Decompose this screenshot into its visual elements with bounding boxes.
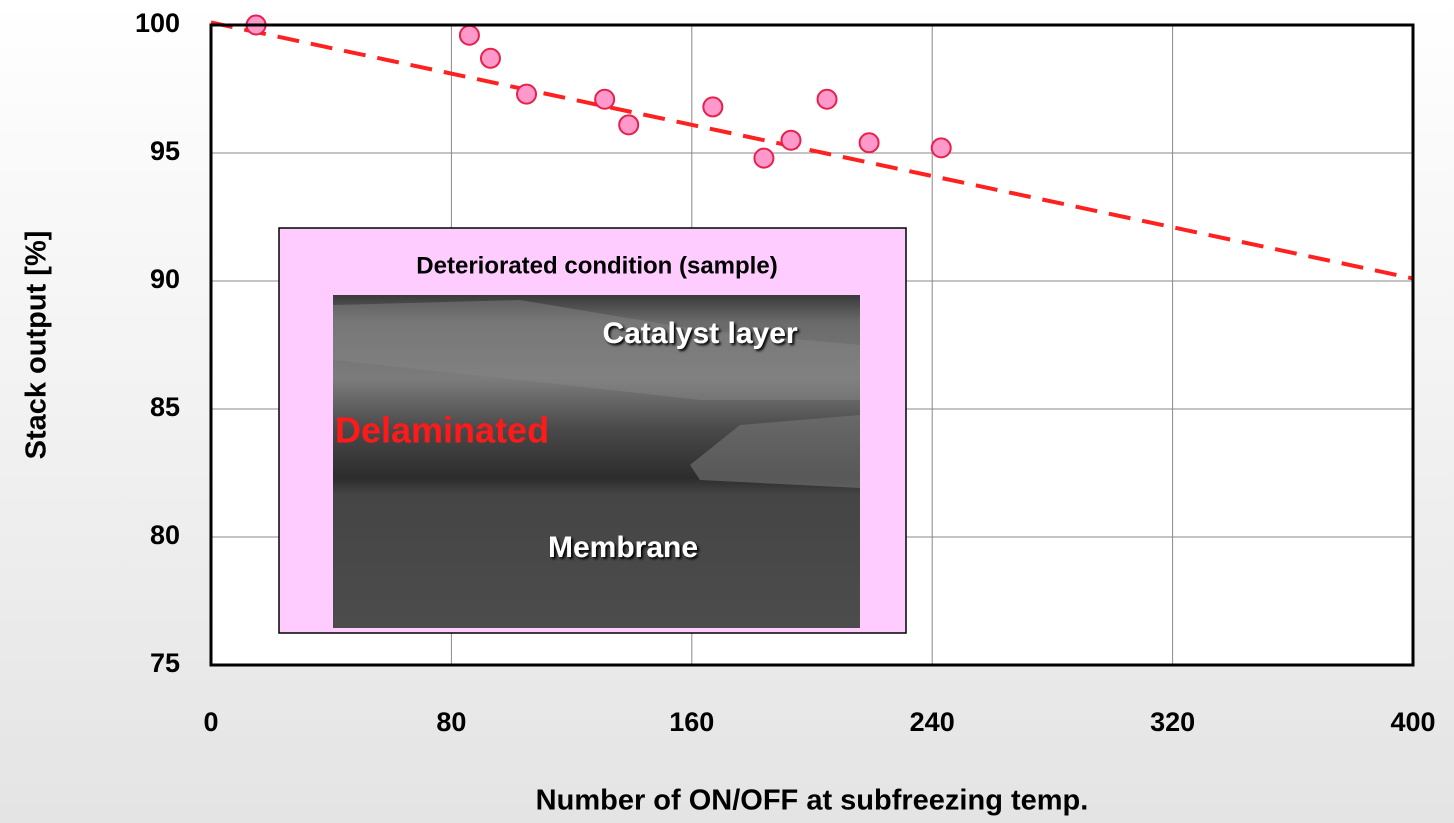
x-tick-label: 240 — [910, 707, 955, 737]
point — [930, 137, 952, 159]
x-tick-label: 160 — [669, 707, 714, 737]
y-tick-label: 90 — [150, 264, 180, 294]
y-tick-label: 80 — [150, 520, 180, 550]
inset-label: Membrane — [548, 531, 698, 564]
point — [702, 96, 724, 118]
photo-layer — [333, 300, 860, 400]
x-axis-title: Number of ON/OFF at subfreezing temp. — [536, 785, 1089, 817]
y-tick-label: 75 — [150, 648, 180, 678]
y-tick-label: 85 — [150, 392, 180, 422]
photo-layer — [690, 415, 860, 488]
point — [458, 24, 480, 46]
x-tick-label: 0 — [203, 707, 218, 737]
point — [780, 129, 802, 151]
marks — [210, 14, 1414, 281]
trend-line — [210, 20, 1414, 281]
inset-label: Delaminated — [335, 410, 549, 451]
y-tick-label: 95 — [150, 136, 180, 166]
point — [594, 88, 616, 110]
point — [753, 147, 775, 169]
inset-title: Deteriorated condition (sample) — [416, 252, 777, 279]
x-tick-label: 80 — [436, 707, 466, 737]
x-tick-label: 400 — [1390, 707, 1435, 737]
point — [516, 83, 538, 105]
point — [479, 47, 501, 69]
y-axis-title: Stack output [%] — [21, 231, 53, 460]
point — [858, 132, 880, 154]
inset-label: Catalyst layer — [602, 317, 797, 350]
inset: Deteriorated condition (sample) Catalyst… — [278, 227, 907, 634]
x-tick-label: 320 — [1150, 707, 1195, 737]
y-tick-label: 100 — [135, 8, 180, 38]
point — [816, 88, 838, 110]
point — [618, 114, 640, 136]
plot-border — [209, 23, 1415, 667]
